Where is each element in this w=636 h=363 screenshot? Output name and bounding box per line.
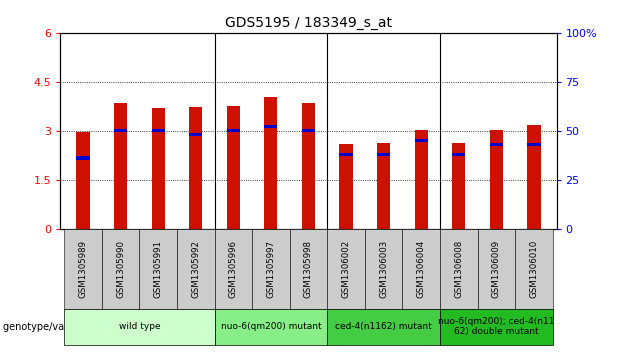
- Bar: [76, 132, 90, 229]
- Bar: [490, 143, 503, 146]
- Text: GSM1305992: GSM1305992: [191, 240, 200, 298]
- Bar: [189, 133, 202, 136]
- Text: ced-4(n1162) mutant: ced-4(n1162) mutant: [335, 322, 432, 331]
- Bar: [302, 129, 315, 132]
- Bar: [189, 107, 202, 229]
- Text: GSM1306008: GSM1306008: [454, 240, 463, 298]
- Bar: [114, 129, 127, 132]
- Bar: [226, 106, 240, 229]
- Text: wild type: wild type: [118, 322, 160, 331]
- Bar: [452, 143, 466, 229]
- Text: nuo-6(qm200) mutant: nuo-6(qm200) mutant: [221, 322, 321, 331]
- Bar: [151, 109, 165, 229]
- Text: GSM1305991: GSM1305991: [154, 240, 163, 298]
- Bar: [302, 103, 315, 229]
- Bar: [114, 103, 127, 229]
- Text: GSM1305996: GSM1305996: [229, 240, 238, 298]
- Bar: [151, 129, 165, 132]
- Text: GSM1306010: GSM1306010: [529, 240, 539, 298]
- Text: GSM1306009: GSM1306009: [492, 240, 501, 298]
- Text: nuo-6(qm200); ced-4(n11
62) double mutant: nuo-6(qm200); ced-4(n11 62) double mutan…: [438, 317, 555, 337]
- Bar: [265, 97, 277, 229]
- Bar: [527, 125, 541, 229]
- Bar: [340, 152, 352, 156]
- Text: GSM1305989: GSM1305989: [78, 240, 88, 298]
- Bar: [415, 130, 428, 229]
- Bar: [265, 125, 277, 129]
- Text: GSM1306004: GSM1306004: [417, 240, 425, 298]
- Bar: [340, 144, 352, 229]
- Title: GDS5195 / 183349_s_at: GDS5195 / 183349_s_at: [225, 16, 392, 30]
- Bar: [226, 129, 240, 132]
- Text: GSM1305998: GSM1305998: [304, 240, 313, 298]
- Text: GSM1305997: GSM1305997: [266, 240, 275, 298]
- Bar: [490, 130, 503, 229]
- Bar: [377, 152, 391, 156]
- Bar: [76, 156, 90, 160]
- Text: GSM1306003: GSM1306003: [379, 240, 388, 298]
- Bar: [377, 143, 391, 229]
- Bar: [527, 143, 541, 146]
- Text: genotype/variation ▶: genotype/variation ▶: [3, 322, 106, 332]
- Bar: [415, 139, 428, 142]
- Text: GSM1305990: GSM1305990: [116, 240, 125, 298]
- Bar: [452, 152, 466, 156]
- Text: GSM1306002: GSM1306002: [342, 240, 350, 298]
